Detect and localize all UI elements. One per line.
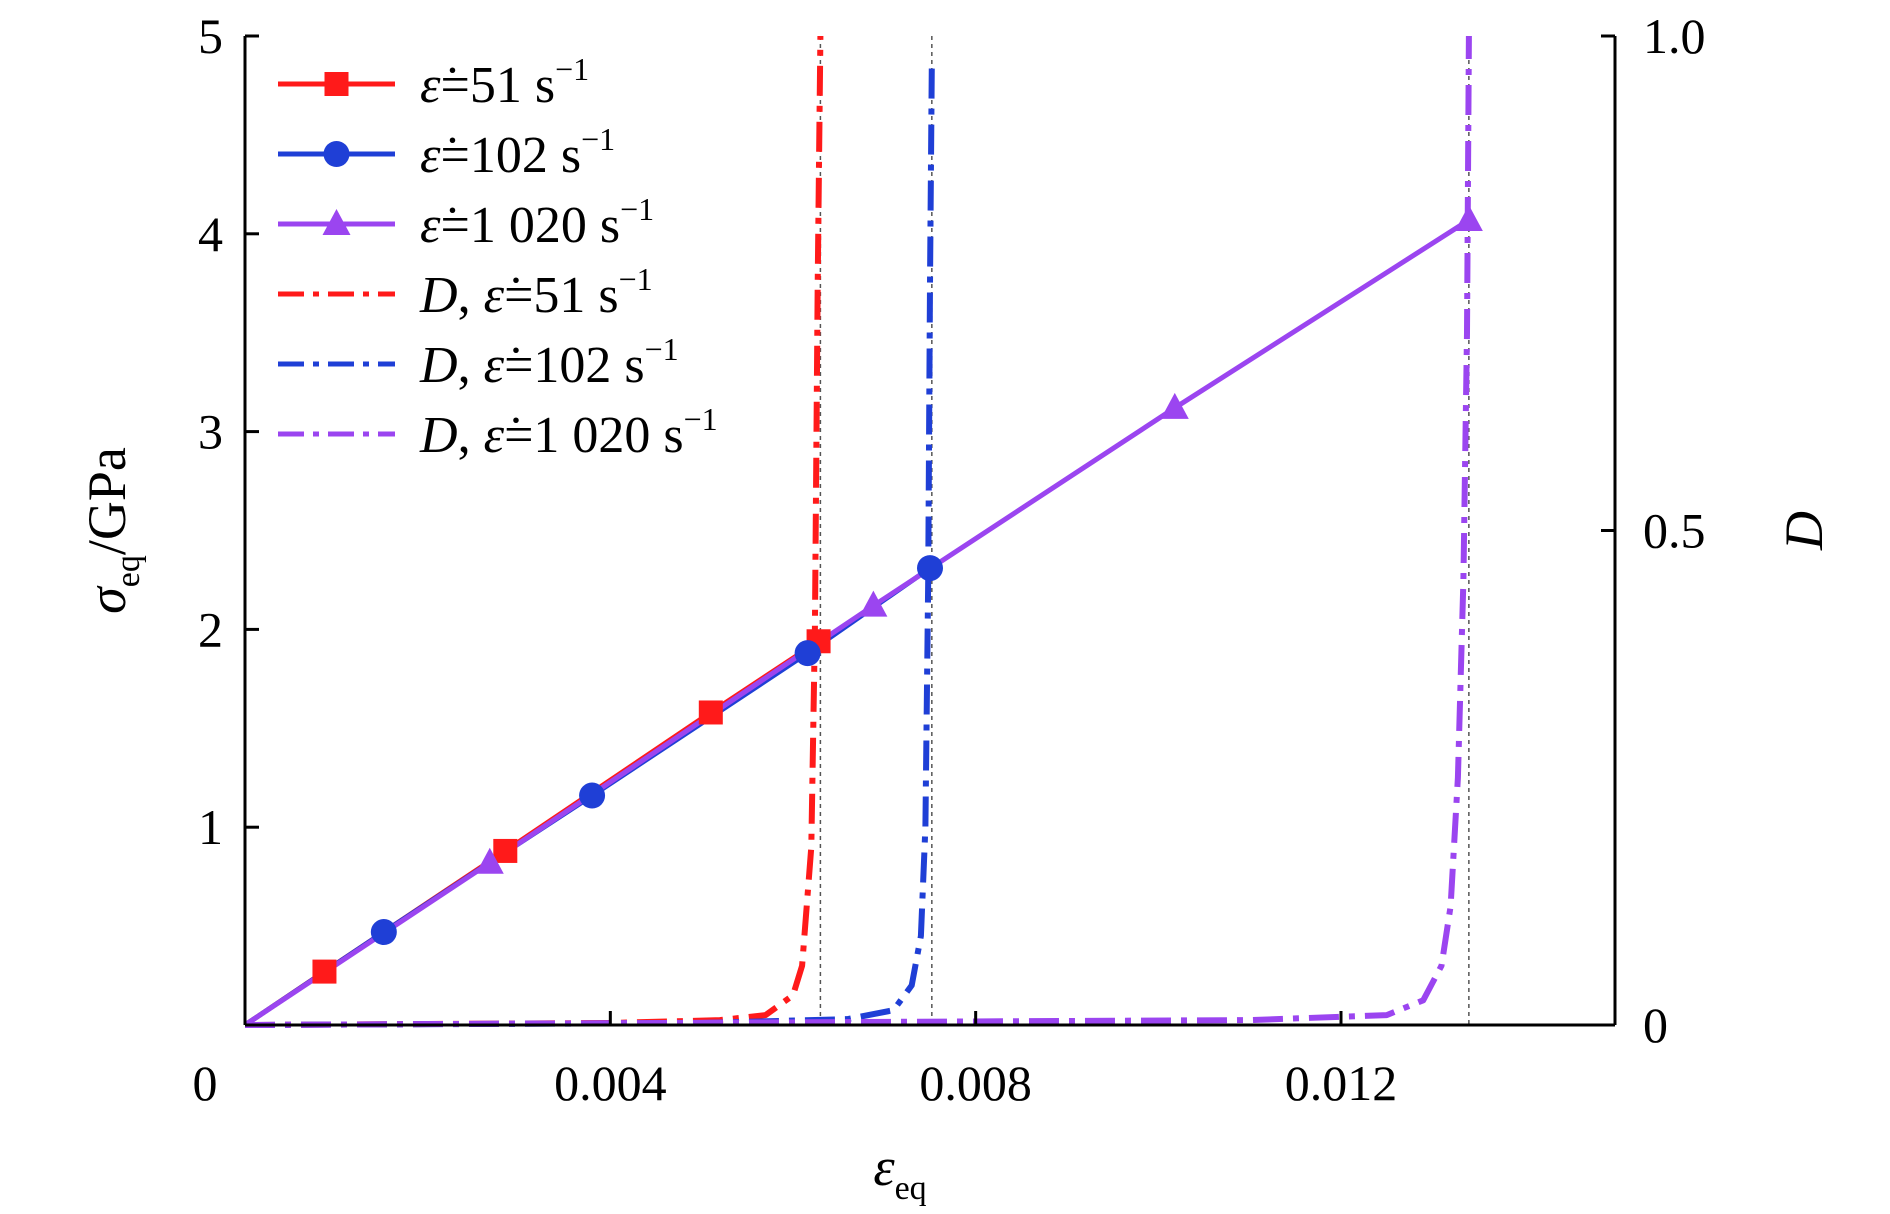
stress-curves: [243, 204, 1483, 1028]
y-tick-label: 4: [198, 206, 223, 262]
data-point: [475, 847, 504, 874]
x-tick-label: 0: [193, 1055, 218, 1111]
legend-label-6: D, ε̇=1 020 s−1: [419, 401, 718, 464]
damage-curves: [244, 35, 1472, 1028]
damage-curve-3: [244, 35, 1472, 1028]
damage-curve-1: [244, 35, 824, 1028]
legend-marker-3: [322, 209, 351, 235]
data-point: [579, 782, 606, 809]
axes: [243, 34, 1617, 1027]
legend-label-2: ε̇=102 s−1: [420, 121, 615, 184]
data-point: [1160, 392, 1189, 419]
y2-tick-label: 1.0: [1643, 8, 1706, 64]
legend-marker-1: [324, 72, 349, 96]
data-point: [794, 640, 821, 667]
data-point: [312, 959, 337, 984]
legend-label-1: ε̇=51 s−1: [420, 51, 589, 114]
y-tick-label: 1: [198, 799, 223, 855]
y2-tick-label: 0: [1643, 997, 1668, 1053]
legend: ε̇=51 s−1 ε̇=102 s−1 ε̇=1 020 s−1 D, ε̇=51 …: [278, 51, 718, 464]
y2-tick-label: 0.5: [1643, 503, 1706, 559]
data-point: [493, 838, 518, 863]
x-tick-label: 0.008: [919, 1055, 1032, 1111]
legend-label-4: D, ε̇=51 s−1: [419, 261, 653, 324]
y-tick-label: 5: [198, 8, 223, 64]
legend-label-5: D, ε̇=102 s−1: [419, 331, 679, 394]
y-tick-label: 2: [198, 601, 223, 657]
x-axis-label: εeq: [873, 1137, 926, 1207]
tick-labels: 0 0.004 0.008 0.012 1 2 3 4 5 0 0.5 1.0: [193, 8, 1706, 1111]
y2-axis-label: D: [1774, 511, 1834, 551]
legend-label-3: ε̇=1 020 s−1: [420, 191, 654, 254]
data-point: [1454, 204, 1483, 231]
y-tick-label: 3: [198, 404, 223, 460]
data-point: [370, 919, 397, 946]
data-point: [917, 555, 943, 582]
axis-labels: εeq σeq/GPa D: [77, 447, 1834, 1207]
data-point: [698, 700, 723, 725]
y-axis-label: σeq/GPa: [77, 447, 147, 614]
data-point: [859, 590, 888, 617]
x-tick-label: 0.004: [554, 1055, 667, 1111]
x-tick-label: 0.012: [1285, 1055, 1398, 1111]
legend-marker-2: [323, 141, 350, 167]
